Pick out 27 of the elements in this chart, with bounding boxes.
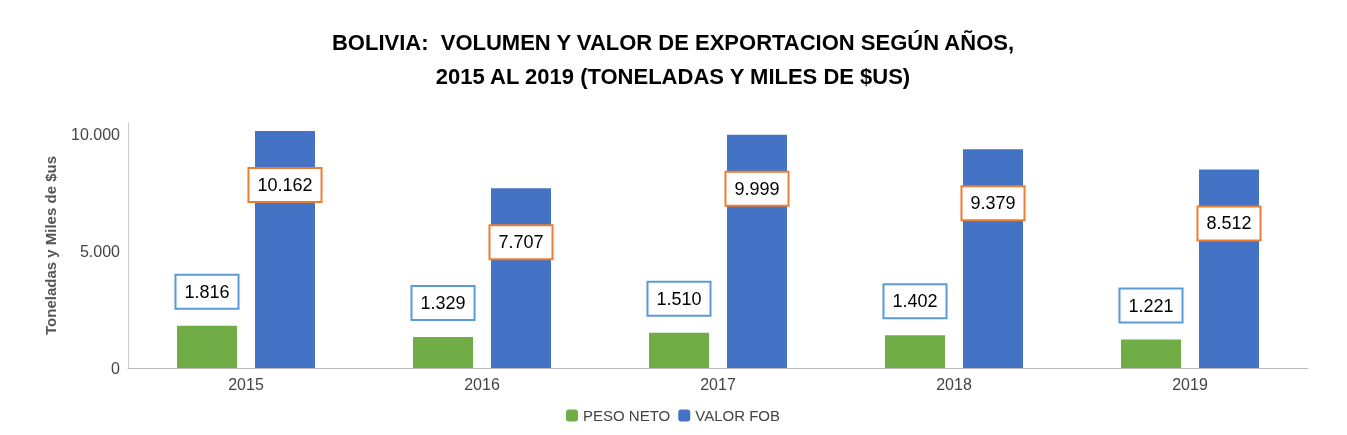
data-label: 1.402 [892, 291, 938, 312]
bar [885, 335, 945, 368]
data-label: 7.707 [498, 232, 544, 253]
bar [413, 336, 473, 368]
legend-label: VALOR FOB [695, 407, 780, 424]
y-axis-title: Toneladas y Miles de $us [42, 156, 59, 335]
y-tick-label: 10.000 [71, 126, 121, 144]
x-tick-label: 2017 [700, 375, 736, 393]
data-label: 9.379 [970, 193, 1016, 214]
data-label: 1.221 [1128, 295, 1174, 316]
x-tick-label: 2018 [936, 375, 972, 393]
data-label: 1.510 [656, 288, 702, 309]
data-label: 1.329 [420, 292, 466, 313]
chart-title: BOLIVIA: VOLUMEN Y VALOR DE EXPORTACION SEGÚN AÑOS, 2015 AL 2019 (TONELADAS Y MILES DE $US) [331, 29, 1015, 89]
legend-label: PESO NETO [583, 407, 671, 424]
y-tick-label: 5.000 [79, 242, 121, 260]
bar [177, 325, 237, 368]
x-tick-label: 2019 [1172, 375, 1208, 393]
x-tick-label: 2016 [464, 375, 500, 393]
data-label: 9.999 [734, 178, 780, 199]
x-tick-label: 2015 [228, 375, 264, 393]
bar [649, 332, 709, 368]
bar [1121, 339, 1181, 368]
data-label: 10.162 [257, 174, 313, 195]
data-label: 1.816 [184, 281, 230, 302]
data-label: 8.512 [1206, 213, 1252, 234]
y-tick-label: 0 [111, 359, 121, 377]
